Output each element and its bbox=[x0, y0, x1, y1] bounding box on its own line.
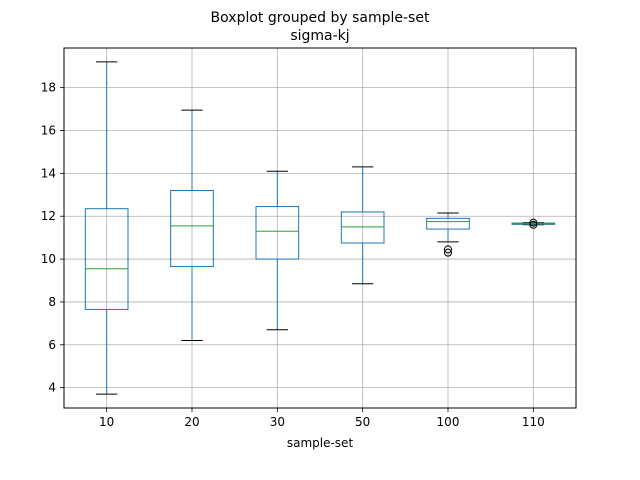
box-body bbox=[170, 190, 214, 268]
y-tick-label: 18 bbox=[41, 81, 56, 95]
box-20 bbox=[170, 109, 214, 341]
box-body bbox=[340, 211, 385, 244]
y-axis: 4 6 8 10 12 14 16 18 bbox=[41, 81, 64, 395]
y-tick-label: 6 bbox=[48, 338, 56, 352]
y-tick-label: 8 bbox=[48, 295, 56, 309]
box-body bbox=[426, 217, 470, 230]
box-50 bbox=[340, 166, 385, 285]
plot-frame bbox=[63, 47, 577, 409]
flier-point bbox=[444, 245, 452, 254]
flier-point bbox=[529, 220, 538, 229]
y-tick-label: 16 bbox=[41, 124, 56, 138]
box-100 bbox=[426, 212, 470, 257]
y-tick-label: 4 bbox=[48, 381, 56, 395]
x-tick-label: 20 bbox=[184, 415, 199, 429]
grid-lines bbox=[64, 48, 576, 408]
chart-subtitle: sigma-kj bbox=[290, 28, 349, 44]
y-tick-label: 12 bbox=[41, 209, 56, 223]
x-tick-label: 30 bbox=[270, 415, 285, 429]
x-tick-label: 50 bbox=[355, 415, 370, 429]
box-110 bbox=[511, 218, 556, 229]
box-10 bbox=[84, 61, 129, 395]
x-tick-label: 110 bbox=[522, 415, 545, 429]
chart-title: Boxplot grouped by sample-set bbox=[211, 10, 430, 26]
x-tick-label: 10 bbox=[99, 415, 114, 429]
x-axis: 10 20 30 50 100 110 bbox=[99, 408, 545, 429]
y-tick-label: 10 bbox=[41, 252, 56, 266]
x-tick-label: 100 bbox=[437, 415, 460, 429]
flier-point bbox=[444, 248, 452, 257]
y-tick-label: 14 bbox=[41, 166, 56, 180]
x-axis-label: sample-set bbox=[287, 436, 354, 450]
box-body bbox=[84, 208, 129, 310]
box-30 bbox=[255, 170, 300, 331]
box-body bbox=[255, 206, 300, 260]
flier-point bbox=[529, 218, 538, 227]
box-group bbox=[84, 61, 556, 395]
